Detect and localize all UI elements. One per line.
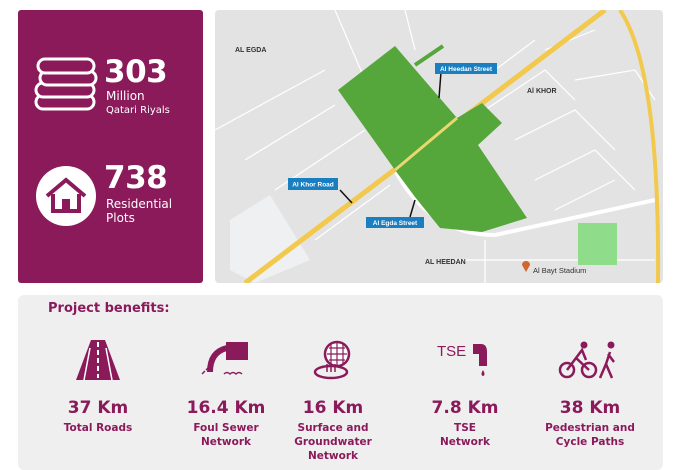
label-line: TSE [454, 422, 476, 434]
label-line: Network [200, 436, 251, 448]
benefit-tse: TSE 7.8 Km TSE Network [400, 340, 530, 449]
plots-label-2: Plots [106, 211, 135, 225]
benefit-label: Pedestrian and Cycle Paths [525, 421, 655, 449]
street-label-bg [288, 178, 338, 190]
label-line: Groundwater [294, 436, 372, 448]
label-line: Foul Sewer [193, 422, 259, 434]
area-label: Al KHOR [527, 88, 557, 95]
benefits-panel: Project benefits: 37 Km Total Roads 16.4… [18, 295, 663, 470]
plots-label-1: Residential [106, 197, 173, 211]
street-label-bg [366, 217, 424, 228]
street-label: Al Heedan Street [440, 66, 493, 73]
plots-value: 738 [104, 160, 168, 196]
benefit-value: 38 Km [559, 398, 621, 418]
label-line: Network [439, 436, 490, 448]
budget-unit: Million [106, 89, 145, 103]
house-icon [36, 166, 96, 226]
tse-icon-text: TSE [437, 343, 466, 360]
benefit-value: 37 Km [67, 398, 129, 418]
stadium-field [578, 223, 617, 265]
sewer-pipe-icon [201, 342, 248, 376]
road-through-project [394, 116, 458, 172]
bicycle-pedestrian-icon [558, 341, 615, 379]
road-icon [76, 340, 120, 380]
benefit-value: 16 Km [302, 398, 364, 418]
label-line: Pedestrian and [545, 422, 635, 434]
label-line: Surface and [297, 422, 369, 434]
highway-east [618, 10, 661, 283]
benefit-value: 16.4 Km [186, 398, 266, 418]
area-label: AL EGDA [235, 47, 266, 54]
benefit-label: TSE Network [400, 421, 530, 449]
label-line: Network [307, 450, 358, 462]
benefit-drainage: 16 Km Surface and Groundwater Network [268, 340, 398, 463]
project-strip [413, 44, 445, 67]
benefit-roads: 37 Km Total Roads [33, 340, 163, 435]
street-label: Al Egda Street [373, 220, 418, 227]
street-label-bg [435, 63, 497, 74]
budget-value: 303 [104, 54, 168, 90]
area-label: AL HEEDAN [425, 259, 466, 266]
label-line: Cycle Paths [555, 436, 625, 448]
tse-tap-icon: TSE [437, 343, 487, 376]
project-map: AL EGDA Al KHOR AL HEEDAN Al Heedan Stre… [215, 10, 663, 283]
benefit-value: 7.8 Km [431, 398, 499, 418]
benefits-title: Project benefits: [48, 301, 170, 316]
benefit-label: Surface and Groundwater Network [268, 421, 398, 463]
location-pin-icon [522, 261, 530, 272]
open-plot [230, 195, 310, 283]
benefit-label: Total Roads [63, 422, 133, 434]
coins-icon [34, 57, 98, 111]
benefit-label: Foul Sewer Network [161, 421, 291, 449]
budget-currency: Qatari Riyals [106, 105, 170, 116]
street-label: Al Khor Road [292, 182, 334, 189]
landmark-label: Al Bayt Stadium [533, 266, 586, 275]
benefit-sewer: 16.4 Km Foul Sewer Network [161, 340, 291, 449]
drain-icon [313, 340, 351, 380]
benefit-paths: 38 Km Pedestrian and Cycle Paths [525, 340, 655, 449]
stats-panel: 303 Million Qatari Riyals 738 Residentia… [18, 10, 203, 283]
